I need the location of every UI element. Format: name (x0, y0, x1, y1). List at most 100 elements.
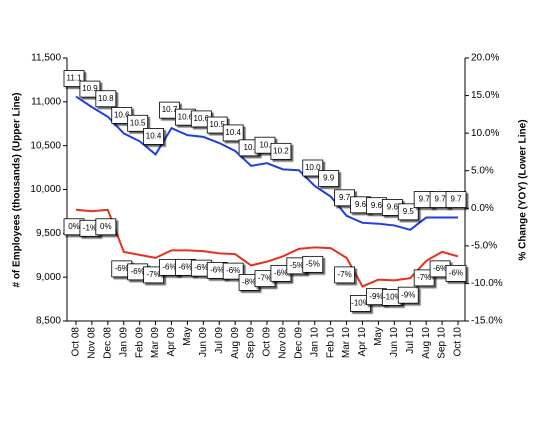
data-label-text: -8% (242, 278, 256, 287)
data-label-box (413, 269, 435, 287)
data-label-box (95, 218, 117, 236)
data-label: -6% (445, 264, 467, 282)
x-tick-label: Sep 09 (246, 327, 257, 359)
data-label: 0% (95, 218, 117, 236)
data-label-text: 10. (259, 140, 270, 149)
data-label: 11.1 (63, 70, 85, 87)
data-label-text: 10.8 (98, 94, 114, 103)
data-label: 10.5 (127, 114, 149, 132)
data-label: 10.6 (111, 106, 133, 124)
data-label-box (445, 264, 467, 282)
data-label-text: 9.6 (387, 203, 399, 212)
y-axis-title: # of Employees (thousands) (Upper Line) (12, 92, 23, 287)
data-label-text: -9% (401, 290, 415, 299)
y2-tick-label: -15.0% (471, 316, 503, 327)
x-tick-label: Aug 09 (230, 327, 241, 359)
data-label-text: 10.9 (82, 84, 98, 93)
data-label-text: 10.5 (209, 120, 225, 129)
data-label-box (445, 191, 467, 208)
x-tick-label: Nov 09 (278, 327, 289, 359)
y-tick-label: 9,000 (36, 272, 61, 283)
data-label-text: 10.6 (114, 111, 130, 120)
data-label: 10.2 (270, 142, 292, 160)
data-label-text: 9.5 (403, 207, 415, 216)
data-label-text: -6% (194, 263, 208, 272)
x-tick-label: Oct 09 (262, 327, 273, 357)
x-tick-label: Apr 10 (357, 327, 368, 357)
x-tick-label: Jan 09 (118, 327, 129, 357)
data-label-text: -10% (383, 293, 402, 302)
data-label-text: -6% (162, 262, 176, 271)
y2-tick-label: -10.0% (471, 278, 503, 289)
x-tick-label: Apr 09 (166, 327, 177, 357)
x-tick-label: Mar 09 (150, 327, 161, 359)
data-label: -7% (334, 266, 355, 284)
x-tick-label: Oct 08 (71, 327, 82, 357)
y-tick-label: 10,500 (30, 140, 61, 151)
data-label: 10.0 (302, 159, 324, 177)
x-tick-label: Sep 10 (437, 327, 448, 359)
data-label-text: 10.2 (273, 146, 289, 155)
data-label: 10.9 (79, 80, 101, 98)
y-tick-label: 8,500 (36, 316, 61, 327)
data-label: -7% (254, 270, 276, 288)
x-tick-label: Nov 08 (87, 327, 98, 359)
data-label-text: 10.5 (130, 118, 146, 127)
data-label: -6% (222, 262, 244, 280)
data-label-text: 10.7 (162, 105, 178, 114)
data-label-text: 10. (244, 143, 255, 152)
data-label-text: -1% (83, 223, 97, 232)
data-label-box (270, 142, 292, 160)
y-tick-label: 11,500 (31, 53, 61, 64)
x-tick-label: Jan 10 (309, 327, 320, 357)
y-tick-label: 10,000 (30, 184, 61, 195)
data-label-text: 9.6 (371, 201, 383, 210)
data-label-text: -7% (337, 270, 351, 279)
data-label-box (318, 170, 340, 187)
data-label-text: -6% (115, 264, 129, 273)
x-tick-label: May (373, 327, 384, 346)
data-label: -9% (397, 286, 419, 304)
data-label-text: 10.4 (225, 128, 241, 137)
data-label-text: -9% (369, 292, 383, 301)
x-tick-label: Jul 10 (405, 327, 416, 354)
y2-tick-label: -5.0% (471, 240, 497, 251)
data-label-text: 9.7 (450, 195, 462, 204)
data-label: 9.7 (445, 191, 467, 208)
x-tick-label: Jun 10 (389, 327, 400, 357)
data-label: 10.4 (222, 124, 244, 142)
x-tick-label: Aug 10 (421, 327, 432, 359)
data-label-text: -7% (258, 274, 272, 283)
y-tick-label: 9,500 (36, 228, 61, 239)
data-label: -7% (413, 269, 435, 287)
x-tick-label: Jun 09 (198, 327, 209, 357)
data-label-text: 0% (68, 222, 80, 231)
data-label-box (95, 90, 117, 108)
data-label: 10.4 (143, 128, 164, 145)
data-label-box (143, 128, 164, 145)
data-label-text: -6% (210, 265, 224, 274)
data-label-box (302, 159, 324, 177)
data-label: 9.5 (397, 203, 419, 221)
data-label-text: 9.9 (323, 174, 335, 183)
data-label-box (79, 80, 101, 98)
data-label-text: -6% (226, 266, 240, 275)
data-label: -6% (127, 263, 149, 281)
data-label: -5% (302, 255, 324, 273)
data-label-box (222, 262, 244, 280)
y2-tick-label: 20.0% (471, 53, 499, 64)
data-label-text: -6% (131, 267, 145, 276)
x-tick-label: Dec 09 (293, 327, 304, 359)
data-label-text: -5% (290, 261, 304, 270)
data-label-box (302, 255, 324, 273)
data-label-box (63, 70, 85, 87)
data-label: -7% (143, 266, 164, 284)
x-tick-label: May (182, 327, 193, 346)
data-label-text: 9.6 (355, 200, 367, 209)
x-tick-label: Feb 09 (134, 327, 145, 359)
data-label: 9.6 (381, 199, 403, 216)
data-label-box (222, 124, 244, 142)
data-label-text: 10.4 (146, 132, 162, 141)
data-label-text: 11.1 (67, 74, 83, 83)
